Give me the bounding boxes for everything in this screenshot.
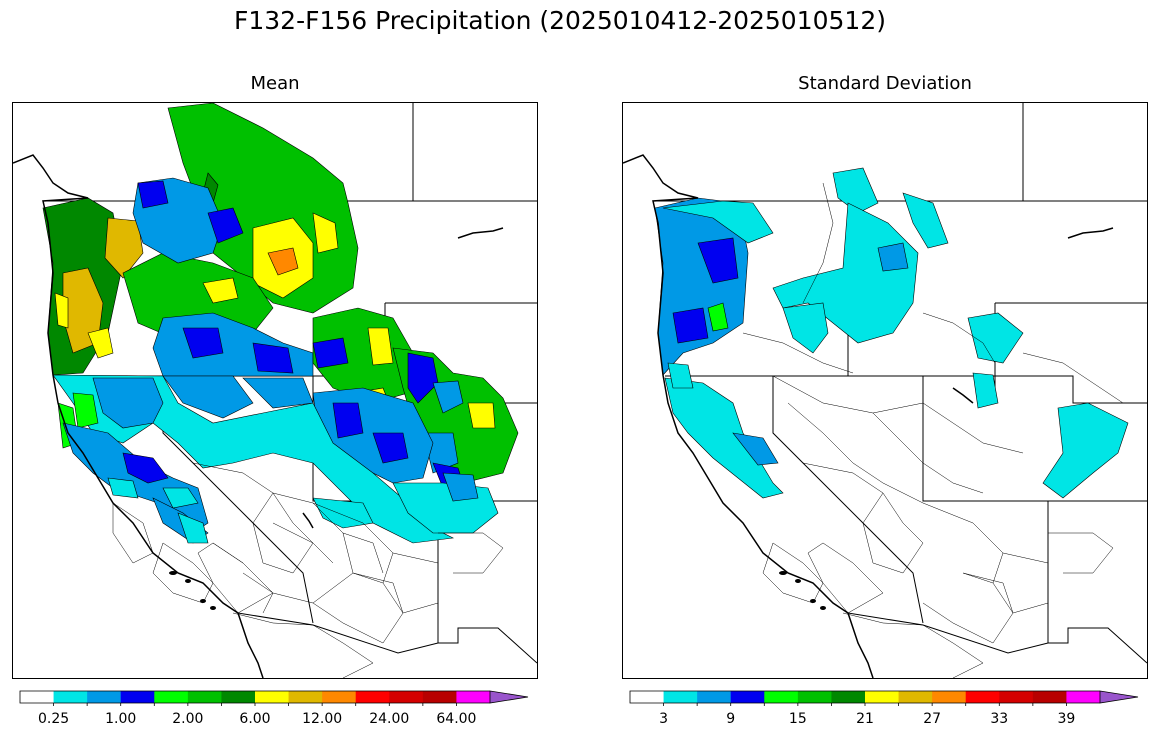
colorbar-swatch — [389, 691, 424, 703]
colorbar-swatch — [730, 691, 765, 703]
colorbar-tick-label: 15 — [788, 711, 807, 727]
colorbar-swatch — [221, 691, 256, 703]
coastline — [13, 154, 504, 678]
colorbar-swatch — [87, 691, 122, 703]
colorbar-swatch — [630, 691, 665, 703]
colorbar-tick-label: 1.00 — [105, 711, 137, 727]
figure-title: F132-F156 Precipitation (2025010412-2025… — [233, 6, 886, 35]
mean-colorbar-swatches — [19, 690, 529, 706]
colorbar-swatch — [187, 691, 222, 703]
colorbar-swatch — [53, 691, 88, 703]
colorbar-tick-label: 64.00 — [436, 711, 477, 727]
colorbar-swatch — [831, 691, 866, 703]
colorbar-swatch — [322, 691, 357, 703]
state-borders — [653, 103, 1147, 664]
stddev-basins — [654, 167, 1129, 499]
basin-outlines — [742, 182, 1124, 678]
mean-map — [12, 102, 538, 679]
colorbar-tick-label: 0.25 — [37, 711, 70, 727]
colorbar-extend-arrow — [1099, 690, 1139, 704]
colorbar-tick-label: 21 — [856, 711, 874, 727]
colorbar-swatch — [965, 691, 1000, 703]
colorbar-swatch — [797, 691, 832, 703]
colorbar-swatch — [764, 691, 799, 703]
stddev-panel-title: Standard Deviation — [798, 73, 972, 94]
colorbar-tick-label: 33 — [990, 711, 1009, 727]
colorbar-swatch — [663, 691, 698, 703]
mean-panel-title: Mean — [250, 73, 300, 94]
colorbar-tick-label: 27 — [923, 711, 942, 727]
colorbar-swatch — [422, 691, 457, 703]
colorbar-swatch — [1032, 691, 1067, 703]
colorbar-swatch — [154, 691, 189, 703]
colorbar-swatch — [456, 691, 491, 703]
colorbar-tick-label: 2.00 — [172, 711, 204, 727]
colorbar-swatch — [20, 691, 55, 703]
colorbar-tick-label: 3 — [659, 711, 669, 727]
islands — [169, 571, 216, 610]
colorbar-swatch — [865, 691, 900, 703]
stddev-map — [622, 102, 1148, 679]
colorbar-swatch — [697, 691, 732, 703]
colorbar-swatch — [932, 691, 967, 703]
colorbar-swatch — [355, 691, 390, 703]
stddev-colorbar-swatches — [629, 690, 1139, 706]
colorbar-swatch — [898, 691, 933, 703]
colorbar-swatch — [255, 691, 290, 703]
colorbar-tick-label: 6.00 — [239, 711, 271, 727]
colorbar-swatch — [288, 691, 323, 703]
coastline — [623, 154, 1114, 678]
colorbar-tick-label: 9 — [726, 711, 736, 727]
colorbar-swatch — [120, 691, 155, 703]
mean-basins — [42, 103, 519, 544]
islands — [779, 571, 826, 610]
stddev-colorbar: 3 9 15 21 27 33 39 — [629, 690, 1140, 740]
colorbar-tick-label: 39 — [1057, 711, 1076, 727]
colorbar-tick-label: 24.00 — [369, 711, 410, 727]
colorbar-swatch — [1066, 691, 1101, 703]
colorbar-tick-label: 12.00 — [302, 711, 343, 727]
mean-colorbar: 0.25 1.00 2.00 6.00 12.00 24.00 64.00 — [19, 690, 530, 740]
colorbar-extend-arrow — [489, 690, 529, 704]
colorbar-swatch — [999, 691, 1034, 703]
